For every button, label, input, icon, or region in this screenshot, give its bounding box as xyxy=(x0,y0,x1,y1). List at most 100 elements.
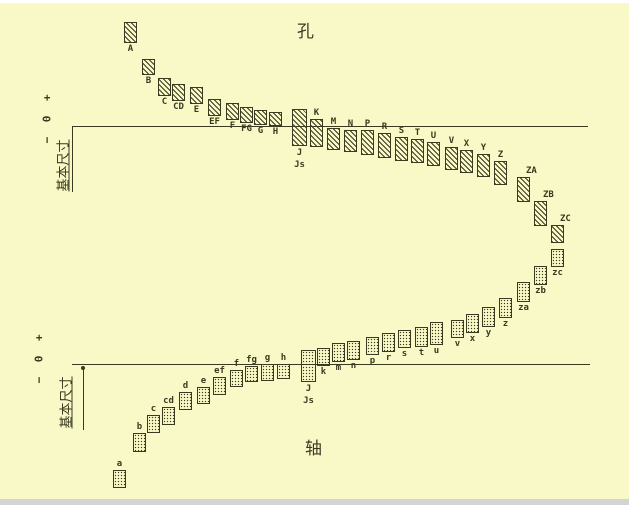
shaft-zone-s xyxy=(398,330,411,348)
hole-zone-label-y-H: Y xyxy=(480,143,487,153)
hole-zone-A xyxy=(124,22,137,43)
hole-zone-C xyxy=(158,78,171,96)
hole-zone-ZC xyxy=(551,225,564,243)
shaft-zone-label-u-S: u xyxy=(433,346,440,356)
shaft-zone-label-b-S: b xyxy=(136,422,143,432)
hole-zone-label-zb-H: ZB xyxy=(543,190,554,200)
hole-zone-label-v-H: V xyxy=(448,136,455,146)
shaft-zone-label-g-S: g xyxy=(264,353,271,363)
hole-zone-label-js-H: Js xyxy=(294,160,305,170)
shaft-zone-label-zc-S: zc xyxy=(552,268,563,278)
leader-line-shaft xyxy=(83,367,84,430)
shaft-zone-label-t-S: t xyxy=(418,348,425,358)
hole-zone-CD xyxy=(172,84,185,101)
hole-zone-label-r-H: R xyxy=(381,122,388,132)
shaft-zone-y xyxy=(482,307,495,327)
hole-zone-label-j-H: J xyxy=(296,148,303,158)
hole-zone-label-f-H: F xyxy=(229,121,236,131)
shaft-zone-ef xyxy=(213,377,226,395)
hole-zone-B xyxy=(142,59,155,75)
shaft-zone-x xyxy=(466,314,479,333)
hole-zone-R xyxy=(378,133,391,158)
hole-zone-ZB xyxy=(534,201,547,226)
hole-zone-label-u-H: U xyxy=(430,131,437,141)
hole-zone-label-e-H: E xyxy=(193,105,200,115)
shaft-zone-label-j-S: J xyxy=(305,384,312,394)
shaft-zone-label-d-S: d xyxy=(182,381,189,391)
hole-zone-label-c-H: C xyxy=(161,97,168,107)
shaft-zone-n xyxy=(347,341,360,360)
basic-size-label-shaft: 基本尺寸 xyxy=(58,376,74,429)
shaft-zone-label-m-S: m xyxy=(335,363,342,373)
hole-zone-M xyxy=(327,128,340,150)
shaft-zone-zc xyxy=(551,249,564,267)
shaft-zone-f xyxy=(230,370,243,387)
hole-zone-label-fg-H: FG xyxy=(241,124,252,134)
shaft-zone-label-h-S: h xyxy=(280,353,287,363)
shaft-zone-label-p-S: p xyxy=(369,356,376,366)
shaft-zone-label-k-S: k xyxy=(320,367,327,377)
shaft-zone-m xyxy=(332,343,345,362)
hole-zone-label-n-H: N xyxy=(347,119,354,129)
hole-zone-label-g-H: G xyxy=(257,126,264,136)
hole-zone-P xyxy=(361,130,374,155)
zero-line-hole xyxy=(72,126,588,127)
basic-size-label-hole: 基本尺寸 xyxy=(55,139,71,192)
shaft-zone-k xyxy=(317,348,330,366)
shaft-zone-r xyxy=(382,333,395,352)
hole-zone-V xyxy=(445,147,458,170)
shaft-zone-zb xyxy=(534,266,547,285)
hole-zone-label-ef-H: EF xyxy=(209,117,220,127)
window-edge-top xyxy=(0,0,629,3)
hole-zone-EF xyxy=(208,99,221,116)
shaft-zone-label-js-S: Js xyxy=(303,396,314,406)
shaft-zone-g xyxy=(261,364,274,381)
shaft-zone-u xyxy=(430,322,443,345)
hole-zone-label-x-H: X xyxy=(463,139,470,149)
hole-zone-label-z-H: Z xyxy=(497,150,504,160)
shaft-zone-label-zb-S: zb xyxy=(535,286,546,296)
shaft-zone-c xyxy=(147,415,160,433)
shaft-zone-z xyxy=(499,298,512,318)
hole-zone-label-s-H: S xyxy=(398,126,405,136)
shaft-zone-label-e-S: e xyxy=(200,376,207,386)
shaft-zone-a xyxy=(113,470,126,488)
shaft-zone-p xyxy=(366,337,379,355)
hole-zone-H xyxy=(269,112,282,126)
shaft-zone-label-n-S: n xyxy=(350,361,357,371)
shaft-zone-j xyxy=(301,350,316,382)
shaft-zone-label-x-S: x xyxy=(469,334,476,344)
hole-zone-FG xyxy=(240,107,253,123)
shaft-zone-label-c-S: c xyxy=(150,404,157,414)
shaft-zone-cd xyxy=(162,407,175,425)
shaft-zone-label-v-S: v xyxy=(454,339,461,349)
hole-zone-T xyxy=(411,139,424,163)
shaft-zone-label-a-S: a xyxy=(116,459,123,469)
hole-zone-X xyxy=(460,150,473,173)
hole-zone-label-h-H: H xyxy=(272,127,279,137)
hole-zone-label-t-H: T xyxy=(414,128,421,138)
zero-line-shaft xyxy=(72,364,590,365)
hole-section-title: 孔 xyxy=(297,22,314,41)
hole-zone-Z xyxy=(494,161,507,185)
shaft-zone-e xyxy=(197,387,210,404)
shaft-zone-label-z-S: z xyxy=(502,319,509,329)
shaft-zone-label-r-S: r xyxy=(385,353,392,363)
hole-zone-ZA xyxy=(517,177,530,202)
hole-zone-F xyxy=(226,103,239,120)
hole-zone-label-a-H: A xyxy=(127,44,134,54)
shaft-zone-h xyxy=(277,364,290,379)
shaft-zone-label-f-S: f xyxy=(233,359,240,369)
window-edge-bottom xyxy=(0,499,629,505)
shaft-zone-label-cd-S: cd xyxy=(163,396,174,406)
hole-zone-K xyxy=(310,119,323,147)
hole-zone-N xyxy=(344,130,357,152)
hole-zone-label-m-H: M xyxy=(330,117,337,127)
shaft-zone-label-za-S: za xyxy=(518,303,529,313)
hole-zone-label-k-H: K xyxy=(313,108,320,118)
shaft-section-title: 轴 xyxy=(305,439,322,458)
hole-zone-label-za-H: ZA xyxy=(526,166,537,176)
hole-zone-label-zc-H: ZC xyxy=(560,214,571,224)
hole-zone-label-cd-H: CD xyxy=(173,102,184,112)
